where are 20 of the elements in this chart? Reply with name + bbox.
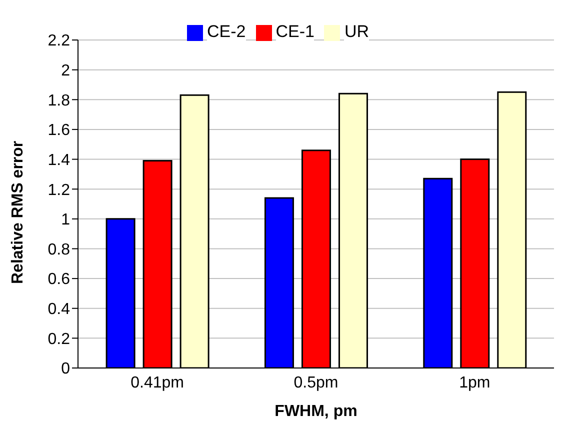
x-tick-label: 1pm [459, 374, 490, 392]
y-tick-label: 1.2 [48, 182, 70, 199]
y-tick-label: 2 [61, 62, 70, 80]
y-tick-label: 0.4 [48, 301, 70, 318]
y-tick-label: 1.6 [48, 122, 70, 140]
x-tick-label: 0.41pm [130, 374, 184, 392]
y-tick-label: 0 [61, 360, 70, 378]
legend-label: UR [344, 22, 370, 41]
legend-label: CE-2 [206, 22, 246, 41]
y-tick-label: 1.8 [48, 92, 70, 110]
x-axis-title: FWHM, pm [274, 403, 358, 420]
legend-label: CE-1 [276, 22, 314, 41]
y-tick-label: 1 [61, 212, 70, 229]
y-tick-label: 1.4 [48, 152, 70, 169]
y-tick-label: 0.8 [48, 241, 70, 258]
y-tick-label: 2.2 [48, 32, 70, 50]
y-axis-title: Relative RMS error [10, 140, 27, 284]
x-tick-label: 0.5pm [294, 374, 338, 392]
y-tick-label: 0.2 [48, 330, 70, 348]
y-tick-label: 0.6 [48, 271, 70, 288]
